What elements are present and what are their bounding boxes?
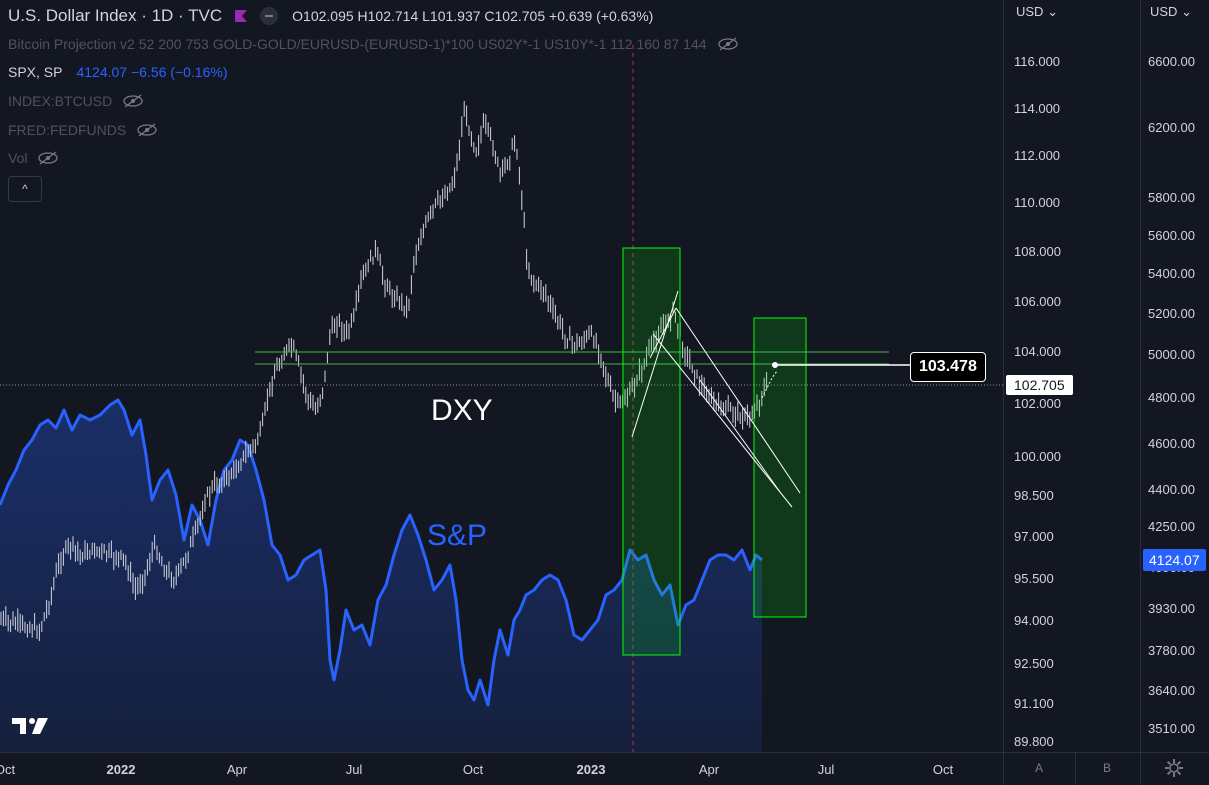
green-box-2[interactable] <box>753 317 807 618</box>
indicator-legend[interactable]: Bitcoin Projection v2 52 200 753 GOLD-GO… <box>8 34 739 54</box>
spx-annotation[interactable]: S&P <box>427 519 487 552</box>
time-axis-tick: Oct <box>0 762 15 777</box>
fedfunds-legend[interactable]: FRED:FEDFUNDS <box>8 120 158 140</box>
spx-axis-tick: 4400.00 <box>1148 482 1195 497</box>
time-axis[interactable]: Oct 2022 Apr Jul Oct 2023 Apr Jul Oct <box>0 762 953 777</box>
dxy-axis-tick: 92.500 <box>1014 656 1054 671</box>
dxy-axis-tick: 104.000 <box>1014 344 1061 359</box>
tradingview-logo-icon[interactable] <box>12 716 50 736</box>
spx-axis-tick: 3930.00 <box>1148 601 1195 616</box>
dxy-axis-tick: 91.100 <box>1014 696 1054 711</box>
dxy-axis-tick: 97.000 <box>1014 529 1054 544</box>
vol-label[interactable]: Vol <box>8 150 28 166</box>
spx-axis-tick: 5000.00 <box>1148 347 1195 362</box>
time-axis-tick: 2022 <box>107 762 136 777</box>
time-axis-tick: Apr <box>699 762 720 777</box>
left-currency-selector[interactable]: USD ⌄ <box>1016 4 1058 20</box>
dxy-axis-tick: 112.000 <box>1014 148 1060 163</box>
chevron-down-icon: ⌄ <box>1047 4 1058 19</box>
dxy-axis-tick: 102.000 <box>1014 396 1061 411</box>
spx-value: 4124.07 −6.56 (−0.16%) <box>76 64 228 80</box>
dxy-axis-tick: 106.000 <box>1014 294 1061 309</box>
spx-axis-tick: 5200.00 <box>1148 306 1195 321</box>
fedfunds-label[interactable]: FRED:FEDFUNDS <box>8 122 127 138</box>
spx-area-series <box>0 398 763 752</box>
dxy-axis-tick: 110.000 <box>1014 195 1060 210</box>
btc-legend[interactable]: INDEX:BTCUSD <box>8 91 144 111</box>
dxy-axis-tick: 95.500 <box>1014 571 1054 586</box>
dxy-axis-tick: 98.500 <box>1014 488 1054 503</box>
dxy-axis-tick: 114.000 <box>1014 101 1060 116</box>
vol-legend[interactable]: Vol <box>8 148 59 168</box>
symbol-title[interactable]: U.S. Dollar Index · 1D · TVC <box>8 6 223 25</box>
time-axis-tick: 2023 <box>577 762 606 777</box>
spx-axis-tick: 5400.00 <box>1148 266 1195 281</box>
hidden-eye-icon[interactable] <box>37 151 59 165</box>
green-box-1[interactable] <box>622 247 681 656</box>
dxy-candles <box>0 100 768 641</box>
hidden-eye-icon[interactable] <box>136 123 158 137</box>
spx-axis-tick: 3780.00 <box>1148 643 1195 658</box>
spx-axis-tick: 3640.00 <box>1148 683 1195 698</box>
spx-price-axis[interactable]: 6600.00 6200.00 5800.00 5600.00 5400.00 5200.… <box>1148 54 1195 736</box>
auto-scale-button[interactable]: A <box>1034 761 1043 775</box>
spx-label[interactable]: SPX, SP <box>8 64 63 80</box>
gear-icon[interactable] <box>1164 758 1184 778</box>
spx-axis-tick: 6600.00 <box>1148 54 1195 69</box>
spx-line <box>0 398 763 707</box>
dxy-axis-tick: 116.000 <box>1014 54 1060 69</box>
dxy-axis-tick: 100.000 <box>1014 449 1061 464</box>
spx-axis-tick: 4600.00 <box>1148 436 1195 451</box>
dxy-annotation[interactable]: DXY <box>431 394 493 427</box>
flag-icon[interactable] <box>234 9 248 23</box>
hidden-eye-icon[interactable] <box>122 94 144 108</box>
dxy-last-price-tag: 102.705 <box>1006 375 1073 395</box>
spx-axis-tick: 4800.00 <box>1148 390 1195 405</box>
projection-price-tag[interactable]: 103.478 <box>910 352 986 382</box>
spx-axis-tick: 5600.00 <box>1148 228 1195 243</box>
spx-axis-tick: 3510.00 <box>1148 721 1195 736</box>
dxy-axis-tick: 108.000 <box>1014 244 1061 259</box>
left-currency-label: USD <box>1016 4 1044 19</box>
spx-area-fill <box>0 400 762 752</box>
spx-axis-tick: 5800.00 <box>1148 190 1195 205</box>
more-options-icon[interactable] <box>260 7 279 25</box>
right-currency-label: USD <box>1150 4 1178 19</box>
dxy-price-axis[interactable]: 116.000 114.000 112.000 110.000 108.000 106.0… <box>1014 54 1061 749</box>
collapse-legend-button[interactable]: ^ <box>8 176 42 202</box>
time-axis-tick: Apr <box>227 762 248 777</box>
time-axis-tick: Jul <box>818 762 835 777</box>
right-currency-selector[interactable]: USD ⌄ <box>1150 4 1192 20</box>
spx-last-price-tag: 4124.07 <box>1143 549 1206 571</box>
dxy-axis-tick: 94.000 <box>1014 613 1054 628</box>
spx-legend[interactable]: SPX, SP 4124.07 −6.56 (−0.16%) <box>8 62 227 82</box>
spx-axis-tick: 4250.00 <box>1148 519 1195 534</box>
chevron-down-icon: ⌄ <box>1181 4 1192 19</box>
btc-label[interactable]: INDEX:BTCUSD <box>8 93 113 109</box>
time-axis-tick: Oct <box>463 762 484 777</box>
log-scale-button[interactable]: B <box>1102 761 1111 775</box>
time-axis-tick: Oct <box>933 762 954 777</box>
hidden-eye-icon[interactable] <box>717 37 739 51</box>
trend-lines[interactable] <box>631 290 910 508</box>
indicator-label[interactable]: Bitcoin Projection v2 52 200 753 GOLD-GO… <box>8 36 707 52</box>
spx-axis-tick: 6200.00 <box>1148 120 1195 135</box>
main-legend: U.S. Dollar Index · 1D · TVC O102.095 H1… <box>8 6 653 26</box>
dxy-axis-tick: 89.800 <box>1014 734 1054 749</box>
time-axis-tick: Jul <box>346 762 363 777</box>
ohlc-values: O102.095 H102.714 L101.937 C102.705 +0.6… <box>292 8 654 24</box>
